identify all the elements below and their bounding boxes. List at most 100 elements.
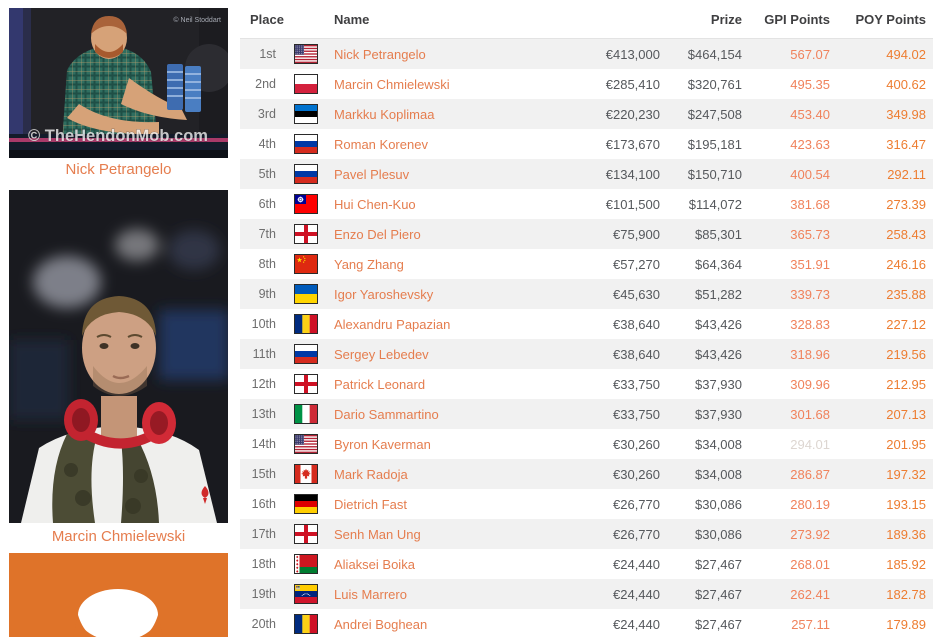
table-row: 7th Enzo Del Piero €75,900 $85,301 365.73 258…	[240, 219, 933, 249]
table-row: 8th Yang Zhang €57,270 $64,364 351.91 246.16	[240, 249, 933, 279]
player-name-link[interactable]: Alexandru Papazian	[334, 316, 451, 332]
prize-usd-cell: $27,467	[695, 616, 742, 632]
player-name-link[interactable]: Dario Sammartino	[334, 406, 439, 422]
prize-eur-cell: €173,670	[605, 136, 660, 152]
place-cell: 9th	[258, 287, 276, 301]
flag-it-icon	[294, 404, 318, 424]
flag-ru-icon	[294, 134, 318, 154]
player-name-link[interactable]: Marcin Chmielewski	[334, 76, 450, 92]
place-cell: 6th	[258, 197, 276, 211]
place-cell: 15th	[251, 467, 276, 481]
player-name-link[interactable]: Sergey Lebedev	[334, 346, 429, 362]
prize-eur-cell: €57,270	[613, 256, 660, 272]
place-cell: 17th	[251, 527, 276, 541]
player-name-link[interactable]: Luis Marrero	[334, 586, 407, 602]
player-name-link[interactable]: Senh Man Ung	[334, 526, 421, 542]
flag-cell	[276, 284, 334, 304]
player-caption-2[interactable]: Marcin Chmielewski	[51, 528, 186, 545]
player-photo-2[interactable]	[9, 190, 228, 523]
player-name-link[interactable]: Aliaksei Boika	[334, 556, 415, 572]
prize-usd-cell: $30,086	[695, 496, 742, 512]
player-name-link[interactable]: Igor Yaroshevsky	[334, 286, 434, 302]
prize-usd-cell: $43,426	[695, 316, 742, 332]
gpi-points-cell: 301.68	[790, 406, 830, 422]
player-name-link[interactable]: Enzo Del Piero	[334, 226, 421, 242]
poy-points-cell: 258.43	[886, 226, 926, 242]
table-row: 14th Byron Kaverman €30,260 $34,008 294.01 20…	[240, 429, 933, 459]
player-name-link[interactable]: Roman Korenev	[334, 136, 428, 152]
player-name-link[interactable]: Markku Koplimaa	[334, 106, 435, 122]
prize-usd-cell: $27,467	[695, 556, 742, 572]
flag-cell	[276, 494, 334, 514]
player-name-link[interactable]: Nick Petrangelo	[334, 46, 426, 62]
flag-ro-icon	[294, 314, 318, 334]
prize-eur-cell: €38,640	[613, 346, 660, 362]
table-row: 4th Roman Korenev €173,670 $195,181 423.63 31…	[240, 129, 933, 159]
poy-points-cell: 316.47	[886, 136, 926, 152]
flag-de-icon	[294, 494, 318, 514]
table-row: 11th Sergey Lebedev €38,640 $43,426 318.96 21…	[240, 339, 933, 369]
flag-ro-icon	[294, 614, 318, 634]
table-header-row: Place Name Prize GPI Points POY Points	[240, 0, 933, 38]
player-name-link[interactable]: Byron Kaverman	[334, 436, 431, 452]
gpi-points-cell: 423.63	[790, 136, 830, 152]
player-name-link[interactable]: Patrick Leonard	[334, 376, 426, 392]
flag-eng-icon	[294, 224, 318, 244]
table-row: 19th Luis Marrero €24,440 $27,467 262.41 182.…	[240, 579, 933, 609]
flag-cell	[276, 554, 334, 574]
player-name-link[interactable]: Hui Chen-Kuo	[334, 196, 416, 212]
player-photo-placeholder[interactable]	[9, 553, 228, 637]
flag-cell	[276, 44, 334, 64]
prize-eur-cell: €24,440	[613, 586, 660, 602]
header-place: Place	[250, 11, 284, 27]
prize-usd-cell: $150,710	[687, 166, 742, 182]
flag-cell	[276, 194, 334, 214]
gpi-points-cell: 280.19	[790, 496, 830, 512]
poy-points-cell: 179.89	[886, 616, 926, 632]
prize-eur-cell: €101,500	[605, 196, 660, 212]
prize-eur-cell: €134,100	[605, 166, 660, 182]
prize-eur-cell: €26,770	[613, 526, 660, 542]
prize-eur-cell: €38,640	[613, 316, 660, 332]
poy-points-cell: 197.32	[886, 466, 926, 482]
prize-eur-cell: €220,230	[605, 106, 660, 122]
place-cell: 19th	[251, 587, 276, 601]
table-row: 9th Igor Yaroshevsky €45,630 $51,282 339.73 2…	[240, 279, 933, 309]
prize-eur-cell: €33,750	[613, 406, 660, 422]
results-table: Place Name Prize GPI Points POY Points 1…	[240, 0, 933, 637]
table-row: 17th Senh Man Ung €26,770 $30,086 273.92 189.…	[240, 519, 933, 549]
player-name-link[interactable]: Dietrich Fast	[334, 496, 407, 512]
player-name-link[interactable]: Andrei Boghean	[334, 616, 428, 632]
prize-usd-cell: $464,154	[687, 46, 742, 62]
sidebar: © Neil Stoddart © TheHendonMob.com Nick …	[0, 0, 237, 637]
gpi-points-cell: 262.41	[790, 586, 830, 602]
table-row: 5th Pavel Plesuv €134,100 $150,710 400.54 292…	[240, 159, 933, 189]
flag-cell	[276, 464, 334, 484]
poy-points-cell: 182.78	[886, 586, 926, 602]
player-name-link[interactable]: Yang Zhang	[334, 256, 404, 272]
prize-eur-cell: €75,900	[613, 226, 660, 242]
player-caption-1[interactable]: Nick Petrangelo	[65, 161, 172, 178]
poy-points-cell: 227.12	[886, 316, 926, 332]
flag-ua-icon	[294, 284, 318, 304]
gpi-points-cell: 309.96	[790, 376, 830, 392]
prize-eur-cell: €285,410	[605, 76, 660, 92]
place-cell: 7th	[258, 227, 276, 241]
table-body: 1st Nick Petrangelo €413,000 $464,154 567.07…	[240, 38, 933, 637]
gpi-points-cell: 328.83	[790, 316, 830, 332]
player-name-link[interactable]: Mark Radoja	[334, 466, 408, 482]
prize-eur-cell: €30,260	[613, 466, 660, 482]
flag-cell	[276, 224, 334, 244]
player-name-link[interactable]: Pavel Plesuv	[334, 166, 410, 182]
prize-eur-cell: €26,770	[613, 496, 660, 512]
gpi-points-cell: 381.68	[790, 196, 830, 212]
prize-usd-cell: $85,301	[695, 226, 742, 242]
prize-eur-cell: €30,260	[613, 436, 660, 452]
prize-usd-cell: $195,181	[687, 136, 742, 152]
flag-ve-icon	[294, 584, 318, 604]
place-cell: 3rd	[257, 107, 276, 121]
gpi-points-cell: 495.35	[790, 76, 830, 92]
player-photo-1[interactable]: © Neil Stoddart © TheHendonMob.com	[9, 8, 228, 158]
flag-ca-icon	[294, 464, 318, 484]
place-cell: 16th	[251, 497, 276, 511]
